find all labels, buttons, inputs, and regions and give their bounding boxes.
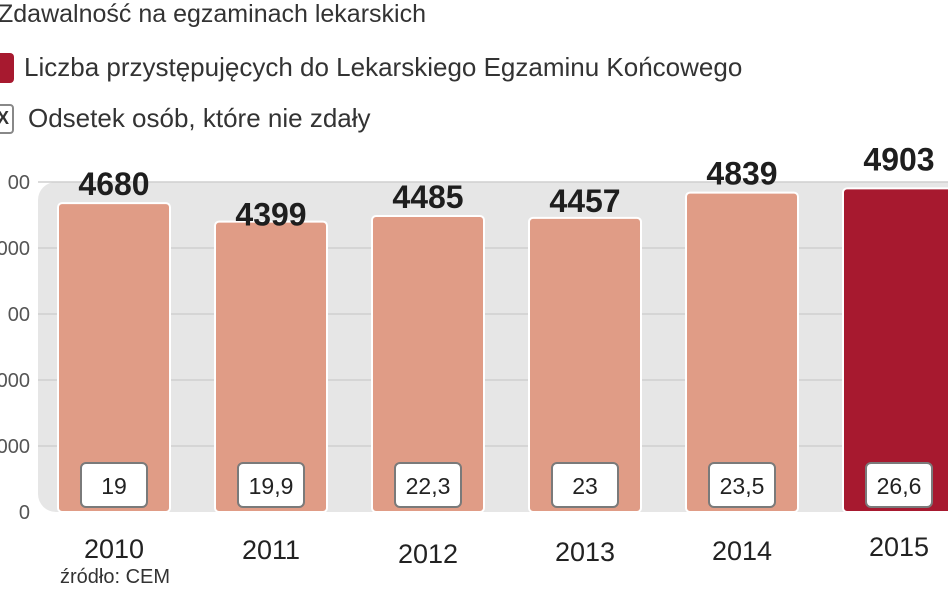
x-tick-label-2015: 2015	[869, 532, 929, 562]
bar-2015	[842, 187, 948, 513]
bar-2012	[371, 214, 485, 514]
fail-rate-box-2012	[394, 462, 462, 508]
bar-2014	[685, 191, 799, 513]
fail-rate-box-2015	[865, 462, 933, 508]
chart-title: Zdawalność na egzaminach lekarskich	[0, 0, 426, 28]
fail-rate-label-2011: 19,9	[249, 473, 294, 499]
fail-rate-label-2014: 23,5	[720, 473, 765, 499]
fail-rate-box-2010	[80, 462, 148, 508]
bar-2013	[528, 216, 642, 513]
fail-rate-label-2010: 19	[101, 473, 127, 499]
fail-rate-box-2013	[551, 462, 619, 508]
y-tick-label: 00	[8, 304, 30, 326]
legend-item-fail-rate: X Odsetek osób, które nie zdały	[0, 103, 371, 134]
fail-rate-box-2011	[237, 462, 305, 508]
legend-label-fail-rate: Odsetek osób, które nie zdały	[28, 103, 371, 133]
x-tick-label-2010: 2010	[84, 534, 144, 564]
y-tick-label: 0	[19, 502, 30, 524]
value-label-2012: 4485	[392, 179, 463, 215]
y-tick-label: 000	[0, 436, 30, 458]
y-tick-label: 000	[0, 370, 30, 392]
value-label-2011: 4399	[235, 197, 306, 233]
legend-label-candidates: Liczba przystępujęcych do Lekarskiego Eg…	[24, 52, 743, 82]
x-tick-label-2013: 2013	[555, 537, 615, 567]
x-tick-label-2011: 2011	[242, 535, 300, 565]
y-tick-label: 000	[0, 238, 30, 260]
plot-background	[38, 182, 948, 512]
fail-rate-label-2013: 23	[572, 473, 598, 499]
legend-swatch-x: X	[0, 103, 14, 134]
x-tick-label-2012: 2012	[398, 539, 458, 569]
fail-rate-box-2014	[708, 462, 776, 508]
value-label-2010: 4680	[78, 166, 149, 202]
legend-swatch-red	[0, 52, 14, 83]
y-tick-label: 00	[8, 172, 30, 194]
fail-rate-label-2015: 26,6	[877, 473, 922, 499]
bar-2010	[57, 202, 171, 513]
x-tick-label-2014: 2014	[712, 536, 772, 566]
fail-rate-label-2012: 22,3	[406, 473, 451, 499]
legend-item-candidates: Liczba przystępujęcych do Lekarskiego Eg…	[0, 52, 742, 83]
value-label-2015: 4903	[863, 141, 934, 177]
source-note: źródło: CEM	[60, 566, 171, 588]
value-label-2014: 4839	[706, 156, 777, 192]
bar-2011	[214, 220, 328, 514]
value-label-2013: 4457	[549, 183, 620, 219]
